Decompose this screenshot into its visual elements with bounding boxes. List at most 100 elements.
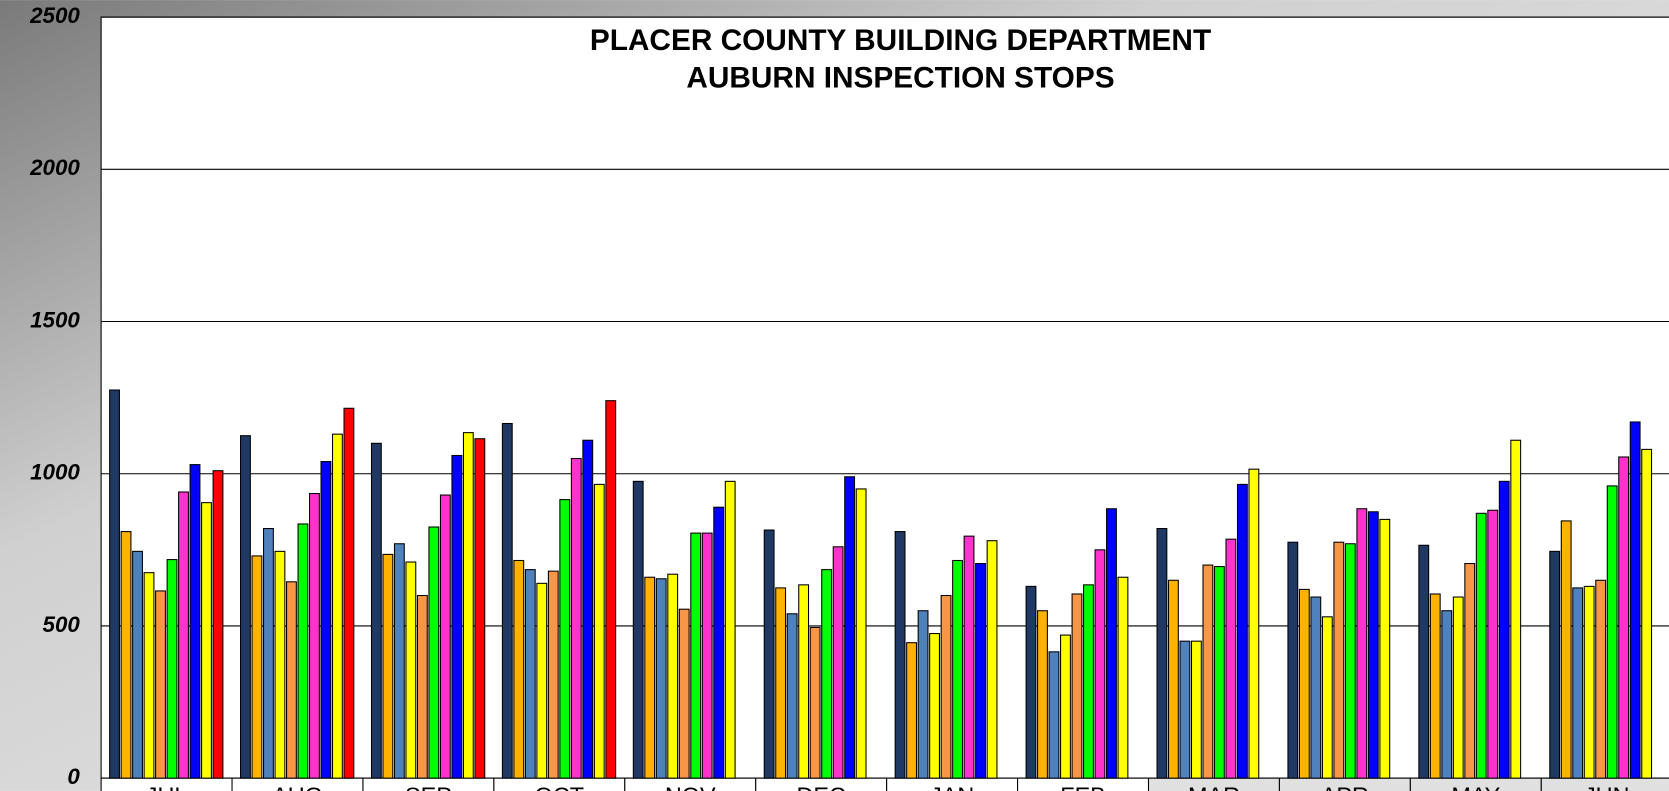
bar — [832, 546, 844, 779]
bar — [120, 531, 132, 779]
bar — [1298, 588, 1310, 779]
bar — [1429, 593, 1441, 779]
bar — [1236, 483, 1248, 779]
bar — [212, 470, 224, 779]
bar — [178, 491, 189, 779]
bar — [963, 535, 975, 779]
x-tick-label: JUL — [146, 783, 188, 791]
bar — [462, 432, 474, 779]
x-tick-label: MAY — [1451, 783, 1500, 791]
bar — [570, 457, 582, 779]
x-tick-label: OCT — [535, 783, 584, 791]
bar — [393, 543, 405, 779]
bar — [1641, 448, 1653, 779]
bar — [274, 550, 286, 779]
bar — [952, 559, 963, 779]
bar — [416, 594, 428, 779]
bar — [724, 480, 736, 779]
bar — [1025, 585, 1037, 779]
bar — [1060, 634, 1071, 779]
bar — [428, 526, 440, 779]
bar — [1510, 439, 1522, 779]
bar — [1190, 640, 1202, 779]
x-tick-label: APR — [1321, 783, 1369, 791]
bar — [809, 626, 821, 779]
plot-area — [100, 16, 1669, 779]
bar — [821, 569, 833, 779]
x-tick-label: JAN — [930, 783, 974, 791]
bar — [855, 488, 867, 779]
bar — [713, 506, 725, 779]
bar — [370, 442, 382, 779]
bar — [1441, 610, 1453, 779]
bar — [701, 532, 713, 779]
bar — [917, 610, 929, 779]
bar — [1549, 550, 1561, 779]
bar — [251, 555, 263, 779]
bar — [308, 492, 320, 779]
bar — [1344, 543, 1356, 779]
bar — [1106, 508, 1117, 779]
bar — [109, 389, 120, 779]
x-tick-label: FEB — [1060, 783, 1106, 791]
bar — [201, 502, 212, 779]
bar — [189, 464, 201, 779]
bar — [1356, 508, 1368, 779]
bar — [451, 454, 463, 779]
bar — [1167, 579, 1179, 779]
bar — [894, 531, 906, 779]
bar — [763, 529, 775, 779]
bar — [155, 590, 166, 779]
bar — [474, 438, 486, 779]
bar — [1048, 651, 1060, 779]
bar — [1464, 563, 1476, 779]
bar — [1560, 520, 1572, 779]
bar — [632, 480, 644, 779]
y-tick-label: 2500 — [29, 3, 80, 28]
bar — [1367, 511, 1379, 779]
bar — [405, 561, 417, 779]
bar — [1083, 584, 1094, 779]
bar — [844, 476, 856, 779]
bar — [524, 569, 536, 779]
bar — [798, 584, 810, 779]
bar — [559, 499, 571, 779]
bar — [655, 578, 667, 779]
bar — [1202, 564, 1214, 779]
bar — [1418, 544, 1430, 779]
bar — [775, 587, 787, 779]
chart-subtitle: AUBURN INSPECTION STOPS — [686, 61, 1114, 94]
y-tick-label: 0 — [67, 764, 80, 789]
x-tick-label: DEC — [796, 783, 846, 791]
x-tick-label: JUN — [1584, 783, 1630, 791]
bar — [1333, 541, 1345, 779]
bar — [605, 400, 617, 779]
bar — [1248, 468, 1260, 779]
bar — [940, 594, 952, 779]
bar — [1583, 585, 1595, 779]
bar — [439, 494, 451, 779]
y-tick-label: 2000 — [29, 155, 80, 180]
bar — [547, 570, 559, 779]
x-label-box — [100, 777, 233, 791]
bar — [1117, 576, 1129, 779]
x-tick-label: AUG — [272, 783, 323, 791]
bar — [297, 523, 309, 779]
bar — [986, 540, 998, 779]
bar — [1379, 518, 1391, 779]
bar — [286, 581, 297, 779]
bar — [132, 550, 143, 779]
bar — [582, 439, 594, 779]
bar — [644, 576, 656, 779]
bar — [1629, 421, 1641, 779]
bar — [1452, 596, 1464, 779]
chart-title: PLACER COUNTY BUILDING DEPARTMENT — [590, 24, 1211, 57]
bar — [1595, 579, 1607, 779]
bar — [1321, 616, 1333, 779]
bar — [1179, 640, 1191, 779]
bar — [1310, 596, 1322, 779]
x-label-box — [362, 777, 495, 791]
bar — [1475, 512, 1487, 779]
